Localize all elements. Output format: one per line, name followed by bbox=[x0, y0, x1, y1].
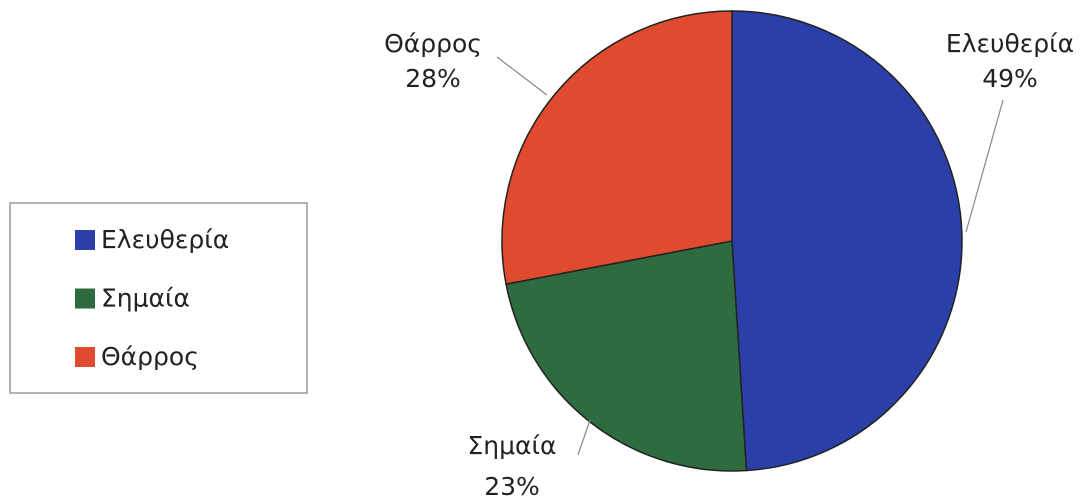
legend-swatch bbox=[75, 288, 95, 309]
legend-swatch bbox=[75, 230, 95, 250]
slice-label: Σημαία bbox=[468, 431, 557, 460]
slice-label: Ελευθερία bbox=[946, 29, 1074, 58]
legend-box bbox=[9, 202, 308, 394]
slice-value-label: 23% bbox=[484, 472, 540, 501]
leader-line bbox=[965, 99, 1004, 233]
leader-line bbox=[496, 56, 548, 96]
slice-value-label: 49% bbox=[982, 64, 1038, 93]
legend-label: Ελευθερία bbox=[101, 225, 229, 254]
pie-slice bbox=[505, 240, 748, 472]
pie-slice bbox=[731, 10, 963, 472]
slice-value-label: 28% bbox=[405, 64, 461, 93]
legend-swatch bbox=[75, 347, 95, 367]
slice-label: Θάρρος bbox=[384, 29, 482, 58]
leader-line bbox=[577, 419, 591, 456]
legend-label: Σημαία bbox=[101, 284, 190, 313]
legend-label: Θάρρος bbox=[101, 342, 199, 371]
pie-slice bbox=[501, 10, 733, 285]
